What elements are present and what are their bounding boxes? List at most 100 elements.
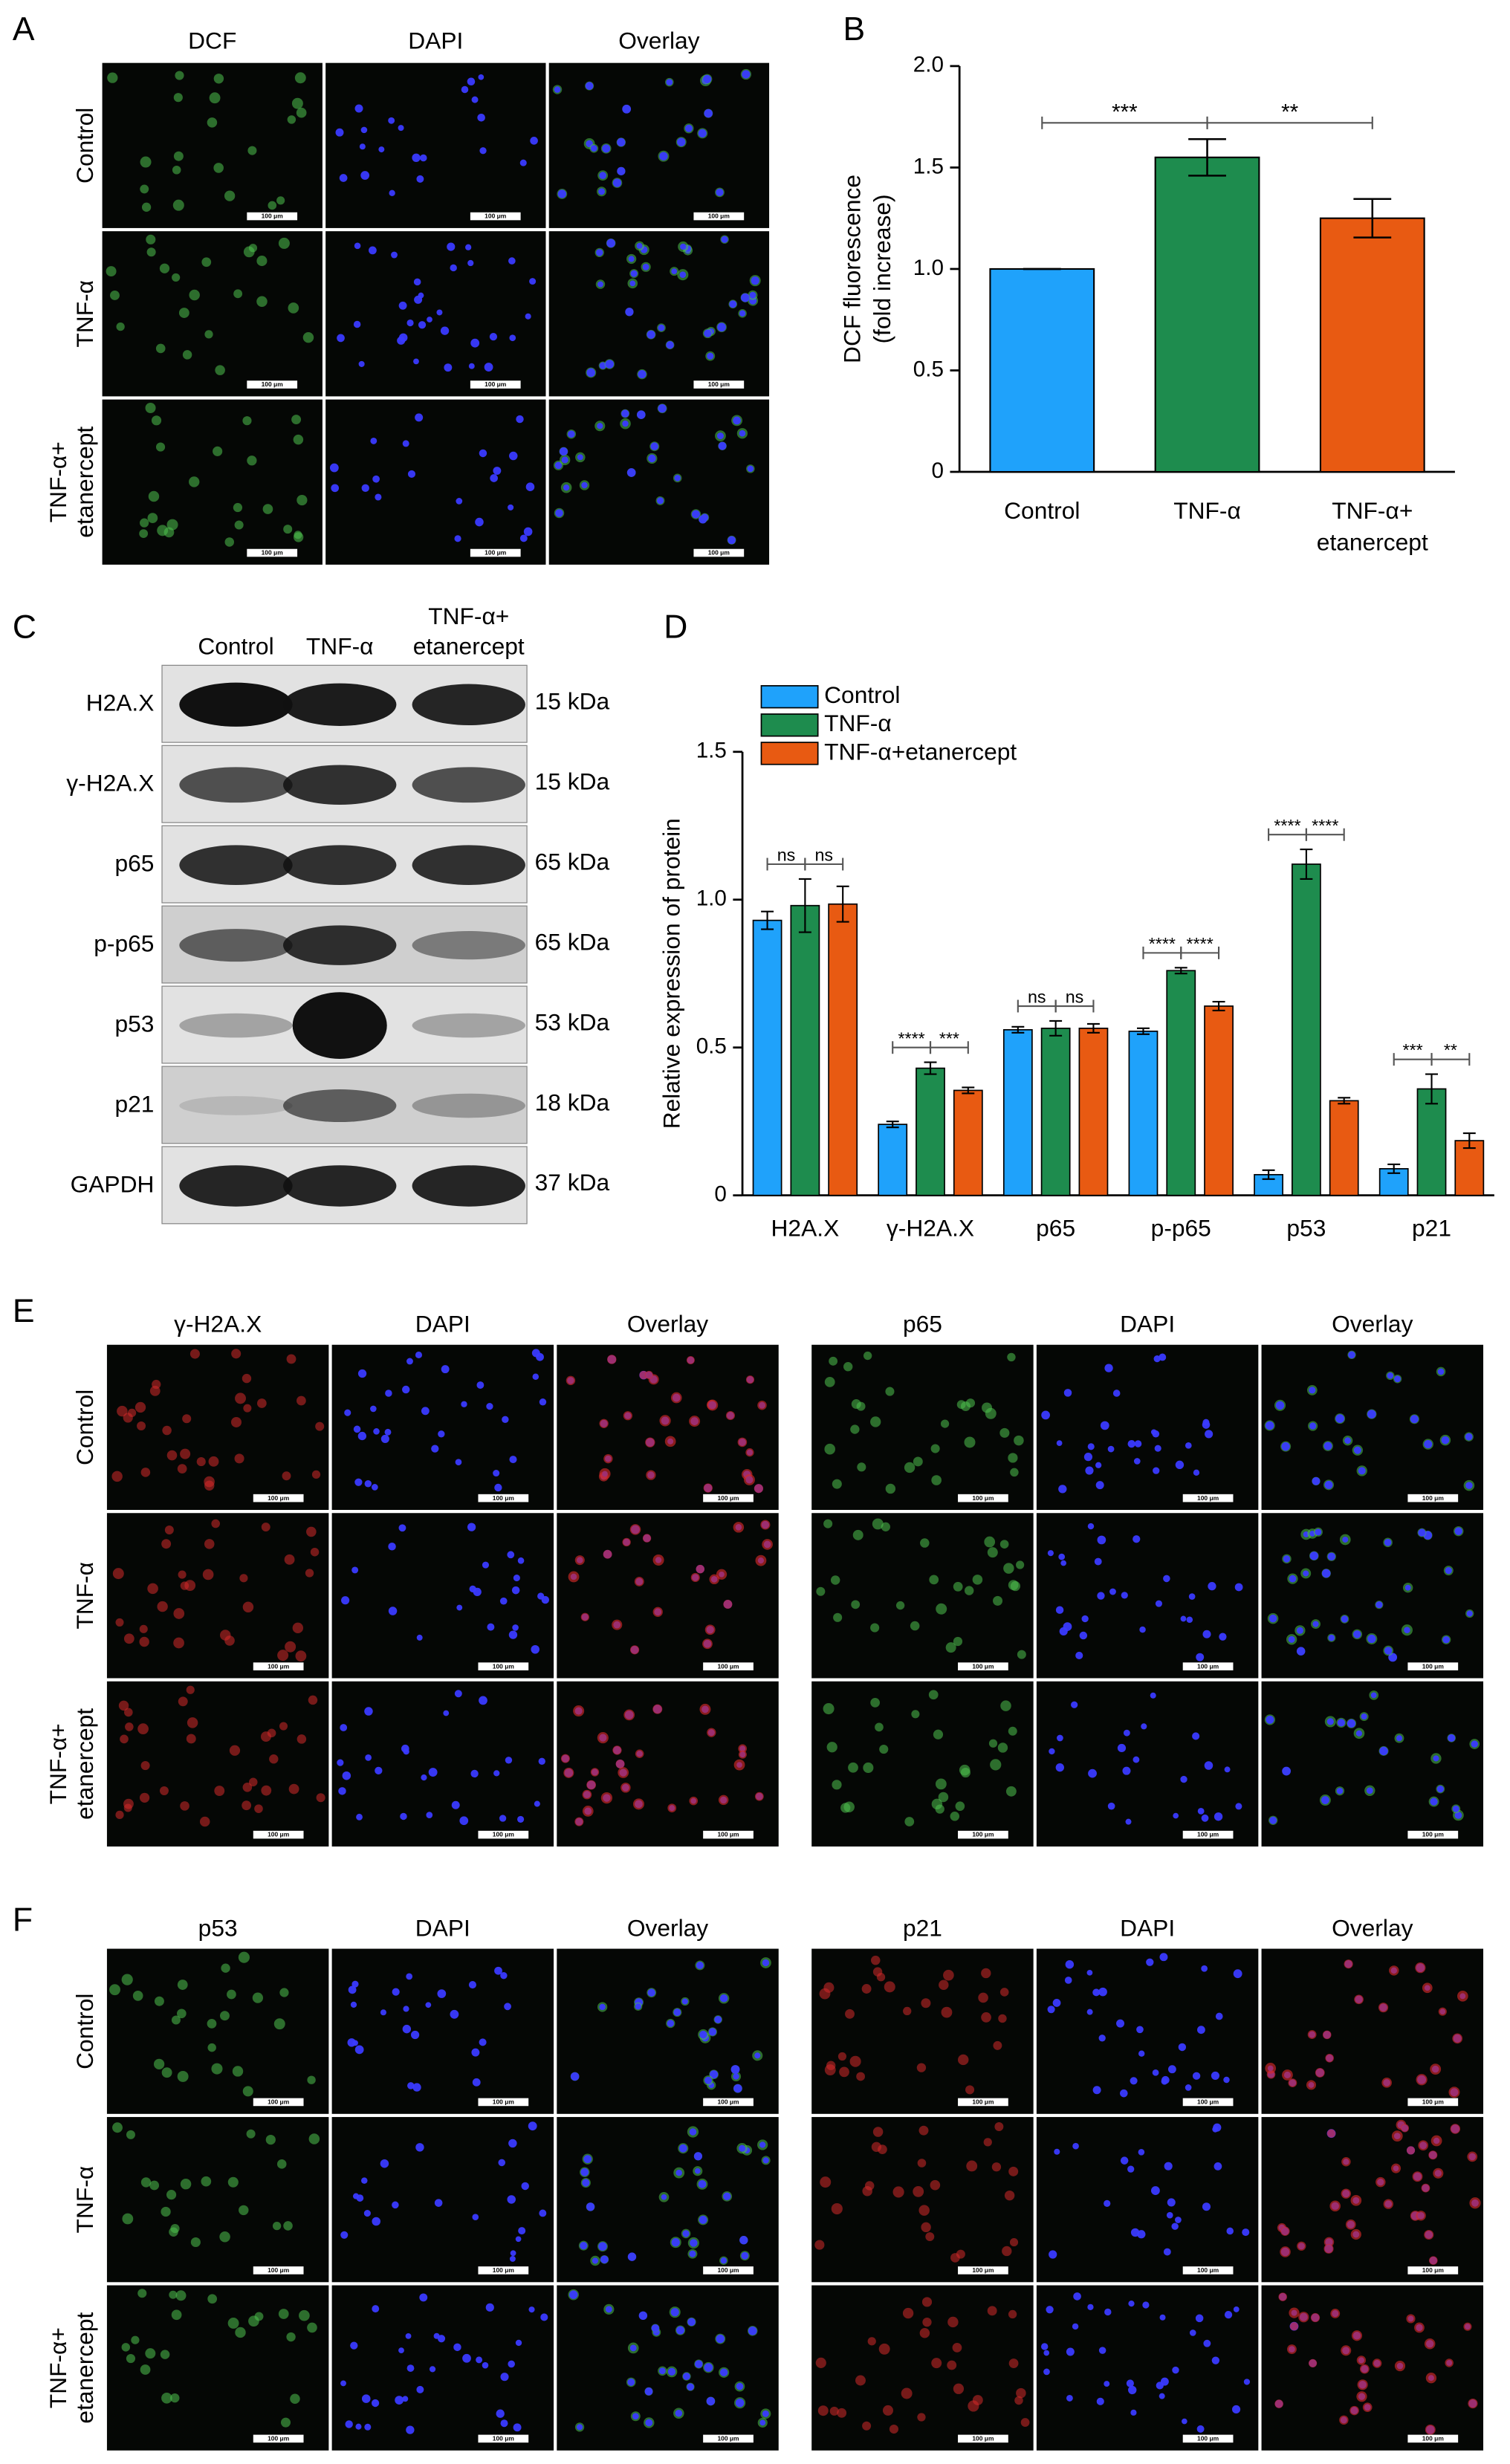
blot-band — [179, 1096, 293, 1115]
cell-dot — [718, 441, 727, 450]
cell-dot — [928, 1690, 939, 1700]
cell-dot — [1430, 1797, 1438, 1806]
cell-dot — [1095, 1481, 1104, 1490]
cell-dot — [1120, 2089, 1128, 2098]
scale-bar-label: 100 μm — [717, 2098, 739, 2106]
cell-dot — [402, 2024, 412, 2034]
cell-dot — [817, 2405, 829, 2416]
cell-dot — [917, 2159, 927, 2168]
cell-dot — [904, 1817, 915, 1826]
cell-dot — [361, 2177, 368, 2184]
cell-dot — [707, 352, 714, 360]
cell-dot — [741, 2251, 749, 2260]
cell-dot — [372, 2217, 381, 2226]
cell-dot — [499, 1597, 508, 1605]
cell-dot — [1132, 1535, 1141, 1543]
cell-dot — [814, 2240, 825, 2250]
cell-dot — [972, 1575, 983, 1585]
cell-dot — [993, 1595, 1003, 1606]
cell-dot — [1094, 1557, 1102, 1566]
cell-dot — [935, 1804, 944, 1814]
cell-dot — [867, 2337, 876, 2346]
cell-dot — [1097, 1592, 1105, 1600]
cell-dot — [878, 2144, 887, 2154]
cell-dot — [1353, 1630, 1361, 1638]
cell-dot — [485, 2303, 494, 2312]
cell-dot — [1404, 1584, 1411, 1591]
cell-dot — [1164, 2162, 1173, 2170]
cell-dot — [563, 484, 570, 491]
cell-dot — [1071, 1701, 1078, 1708]
row-label: etanercept — [71, 427, 98, 538]
cell-dot — [1182, 2418, 1187, 2425]
cell-dot — [1452, 1805, 1459, 1812]
cell-dot — [248, 1777, 258, 1787]
cell-dot — [1126, 2379, 1134, 2387]
cell-dot — [625, 308, 634, 317]
cell-dot — [920, 1538, 930, 1548]
cell-dot — [355, 2423, 362, 2430]
scale-bar-label: 100 μm — [972, 1831, 994, 1838]
cell-dot — [679, 271, 687, 279]
cell-dot — [837, 2052, 847, 2061]
cell-dot — [278, 237, 290, 249]
cell-dot — [699, 2030, 707, 2039]
cell-dot — [311, 1470, 321, 1479]
cell-dot — [706, 2396, 716, 2406]
cell-dot — [359, 143, 366, 150]
cell-dot — [960, 1767, 971, 1778]
sig-label: ns — [814, 846, 833, 865]
cell-dot — [500, 1971, 508, 1980]
cell-dot — [295, 1650, 307, 1661]
cell-dot — [1275, 1401, 1285, 1410]
cell-dot — [738, 1750, 747, 1759]
cell-dot — [953, 1581, 963, 1592]
row-label: TNF-α+ — [45, 441, 71, 522]
cell-dot — [354, 1478, 363, 1486]
cell-dot — [862, 2421, 872, 2431]
cell-dot — [1355, 1730, 1363, 1737]
cell-dot — [965, 1586, 974, 1595]
cell-dot — [1196, 2425, 1205, 2433]
cell-dot — [680, 243, 687, 250]
scale-bar-label: 100 μm — [268, 1831, 289, 1838]
cell-dot — [1120, 2156, 1129, 2165]
cell-dot — [870, 1955, 881, 1965]
cell-dot — [725, 1410, 736, 1421]
cell-dot — [1465, 1482, 1473, 1489]
cell-dot — [265, 2134, 276, 2145]
cell-dot — [123, 1803, 132, 1812]
cell-dot — [145, 402, 156, 414]
scale-bar — [478, 2098, 529, 2107]
cell-dot — [910, 1621, 920, 1631]
size-label: 65 kDa — [535, 848, 610, 875]
cell-dot — [918, 2125, 929, 2136]
protein-label: γ-H2A.X — [66, 770, 154, 797]
cell-dot — [539, 2209, 547, 2217]
blot-band — [412, 1165, 525, 1207]
cell-dot — [856, 1401, 866, 1411]
cell-dot — [201, 2176, 212, 2187]
bar — [1040, 1028, 1071, 1196]
cell-dot — [204, 1539, 215, 1549]
size-label: 15 kDa — [535, 688, 610, 715]
cell-dot — [1054, 2148, 1060, 2155]
cell-dot — [1351, 2330, 1363, 2341]
cell-dot — [1005, 1786, 1017, 1797]
cell-dot — [1349, 2405, 1359, 2416]
protein-label: p-p65 — [94, 930, 154, 957]
cell-dot — [1234, 1583, 1243, 1592]
cell-dot — [415, 2143, 424, 2152]
cell-dot — [510, 2250, 516, 2257]
cell-dot — [1137, 2230, 1146, 2239]
cell-dot — [256, 296, 268, 307]
cell-dot — [472, 2078, 481, 2087]
blot-band — [412, 1093, 525, 1118]
scale-bar — [478, 1830, 529, 1839]
cell-dot — [857, 1462, 866, 1472]
cell-dot — [227, 2318, 239, 2329]
cell-dot — [1468, 2398, 1478, 2409]
cell-dot — [981, 1968, 991, 1979]
cell-dot — [444, 363, 453, 372]
cell-dot — [659, 152, 668, 161]
